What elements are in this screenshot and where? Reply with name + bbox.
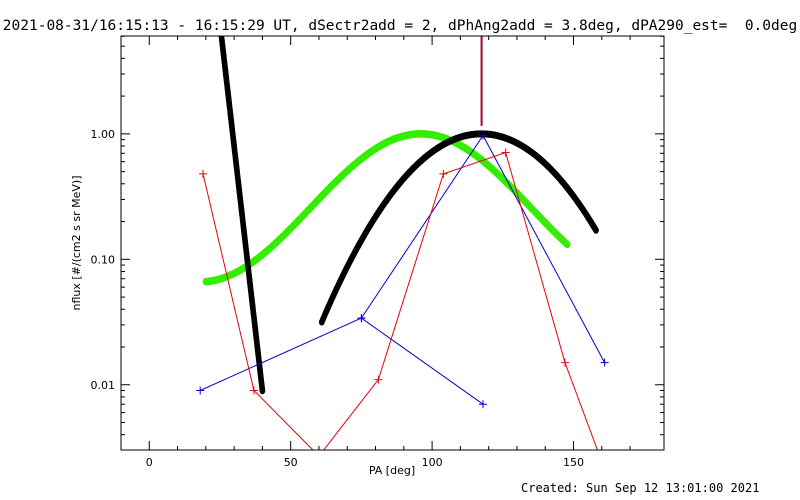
x-tick-label: 50	[284, 456, 298, 469]
blue-series-point	[479, 400, 487, 409]
red-series-point	[315, 452, 323, 460]
blue-series-point	[600, 358, 609, 367]
y-tick-labels: 0.01 0.10 1.00	[91, 128, 116, 392]
x-axis-ticks	[148, 36, 631, 450]
created-footer: Created: Sun Sep 12 13:01:00 2021	[521, 481, 760, 495]
y-tick-label: 0.10	[91, 253, 116, 266]
red-series-point	[561, 358, 570, 367]
x-axis-label: PA [deg]	[369, 464, 415, 477]
blue-series-line	[199, 134, 606, 405]
black-curve-point	[218, 28, 224, 35]
y-tick-label: 0.01	[91, 379, 116, 392]
red-series-point	[199, 169, 208, 178]
y-tick-label: 1.00	[91, 128, 116, 141]
red-series-point	[595, 450, 603, 458]
x-tick-label: 0	[146, 456, 153, 469]
blue-series-point	[196, 386, 205, 395]
red-series-point	[501, 148, 510, 157]
x-tick-label: 100	[422, 456, 443, 469]
red-series-line	[202, 151, 598, 450]
black-curve-point	[259, 387, 266, 395]
black-curve-point	[217, 23, 223, 30]
x-tick-label: 150	[563, 456, 584, 469]
x-tick-labels: 0 50 100 150	[146, 456, 584, 469]
blue-series-point	[479, 131, 487, 140]
black-curve-point	[593, 226, 599, 234]
y-axis-ticks	[121, 35, 664, 436]
red-series-point	[249, 386, 258, 395]
red-series-point	[374, 375, 383, 384]
red-series-point	[439, 169, 448, 178]
blue-series-point	[357, 314, 366, 323]
chart-title: 2021-08-31/16:15:13 - 16:15:29 UT, dSect…	[2, 18, 798, 34]
black-curve-point	[218, 25, 224, 32]
plot-frame	[120, 35, 665, 451]
green-curve-point	[564, 240, 571, 249]
y-axis-label: nflux [#/(cm2 s sr MeV)]	[70, 176, 83, 311]
